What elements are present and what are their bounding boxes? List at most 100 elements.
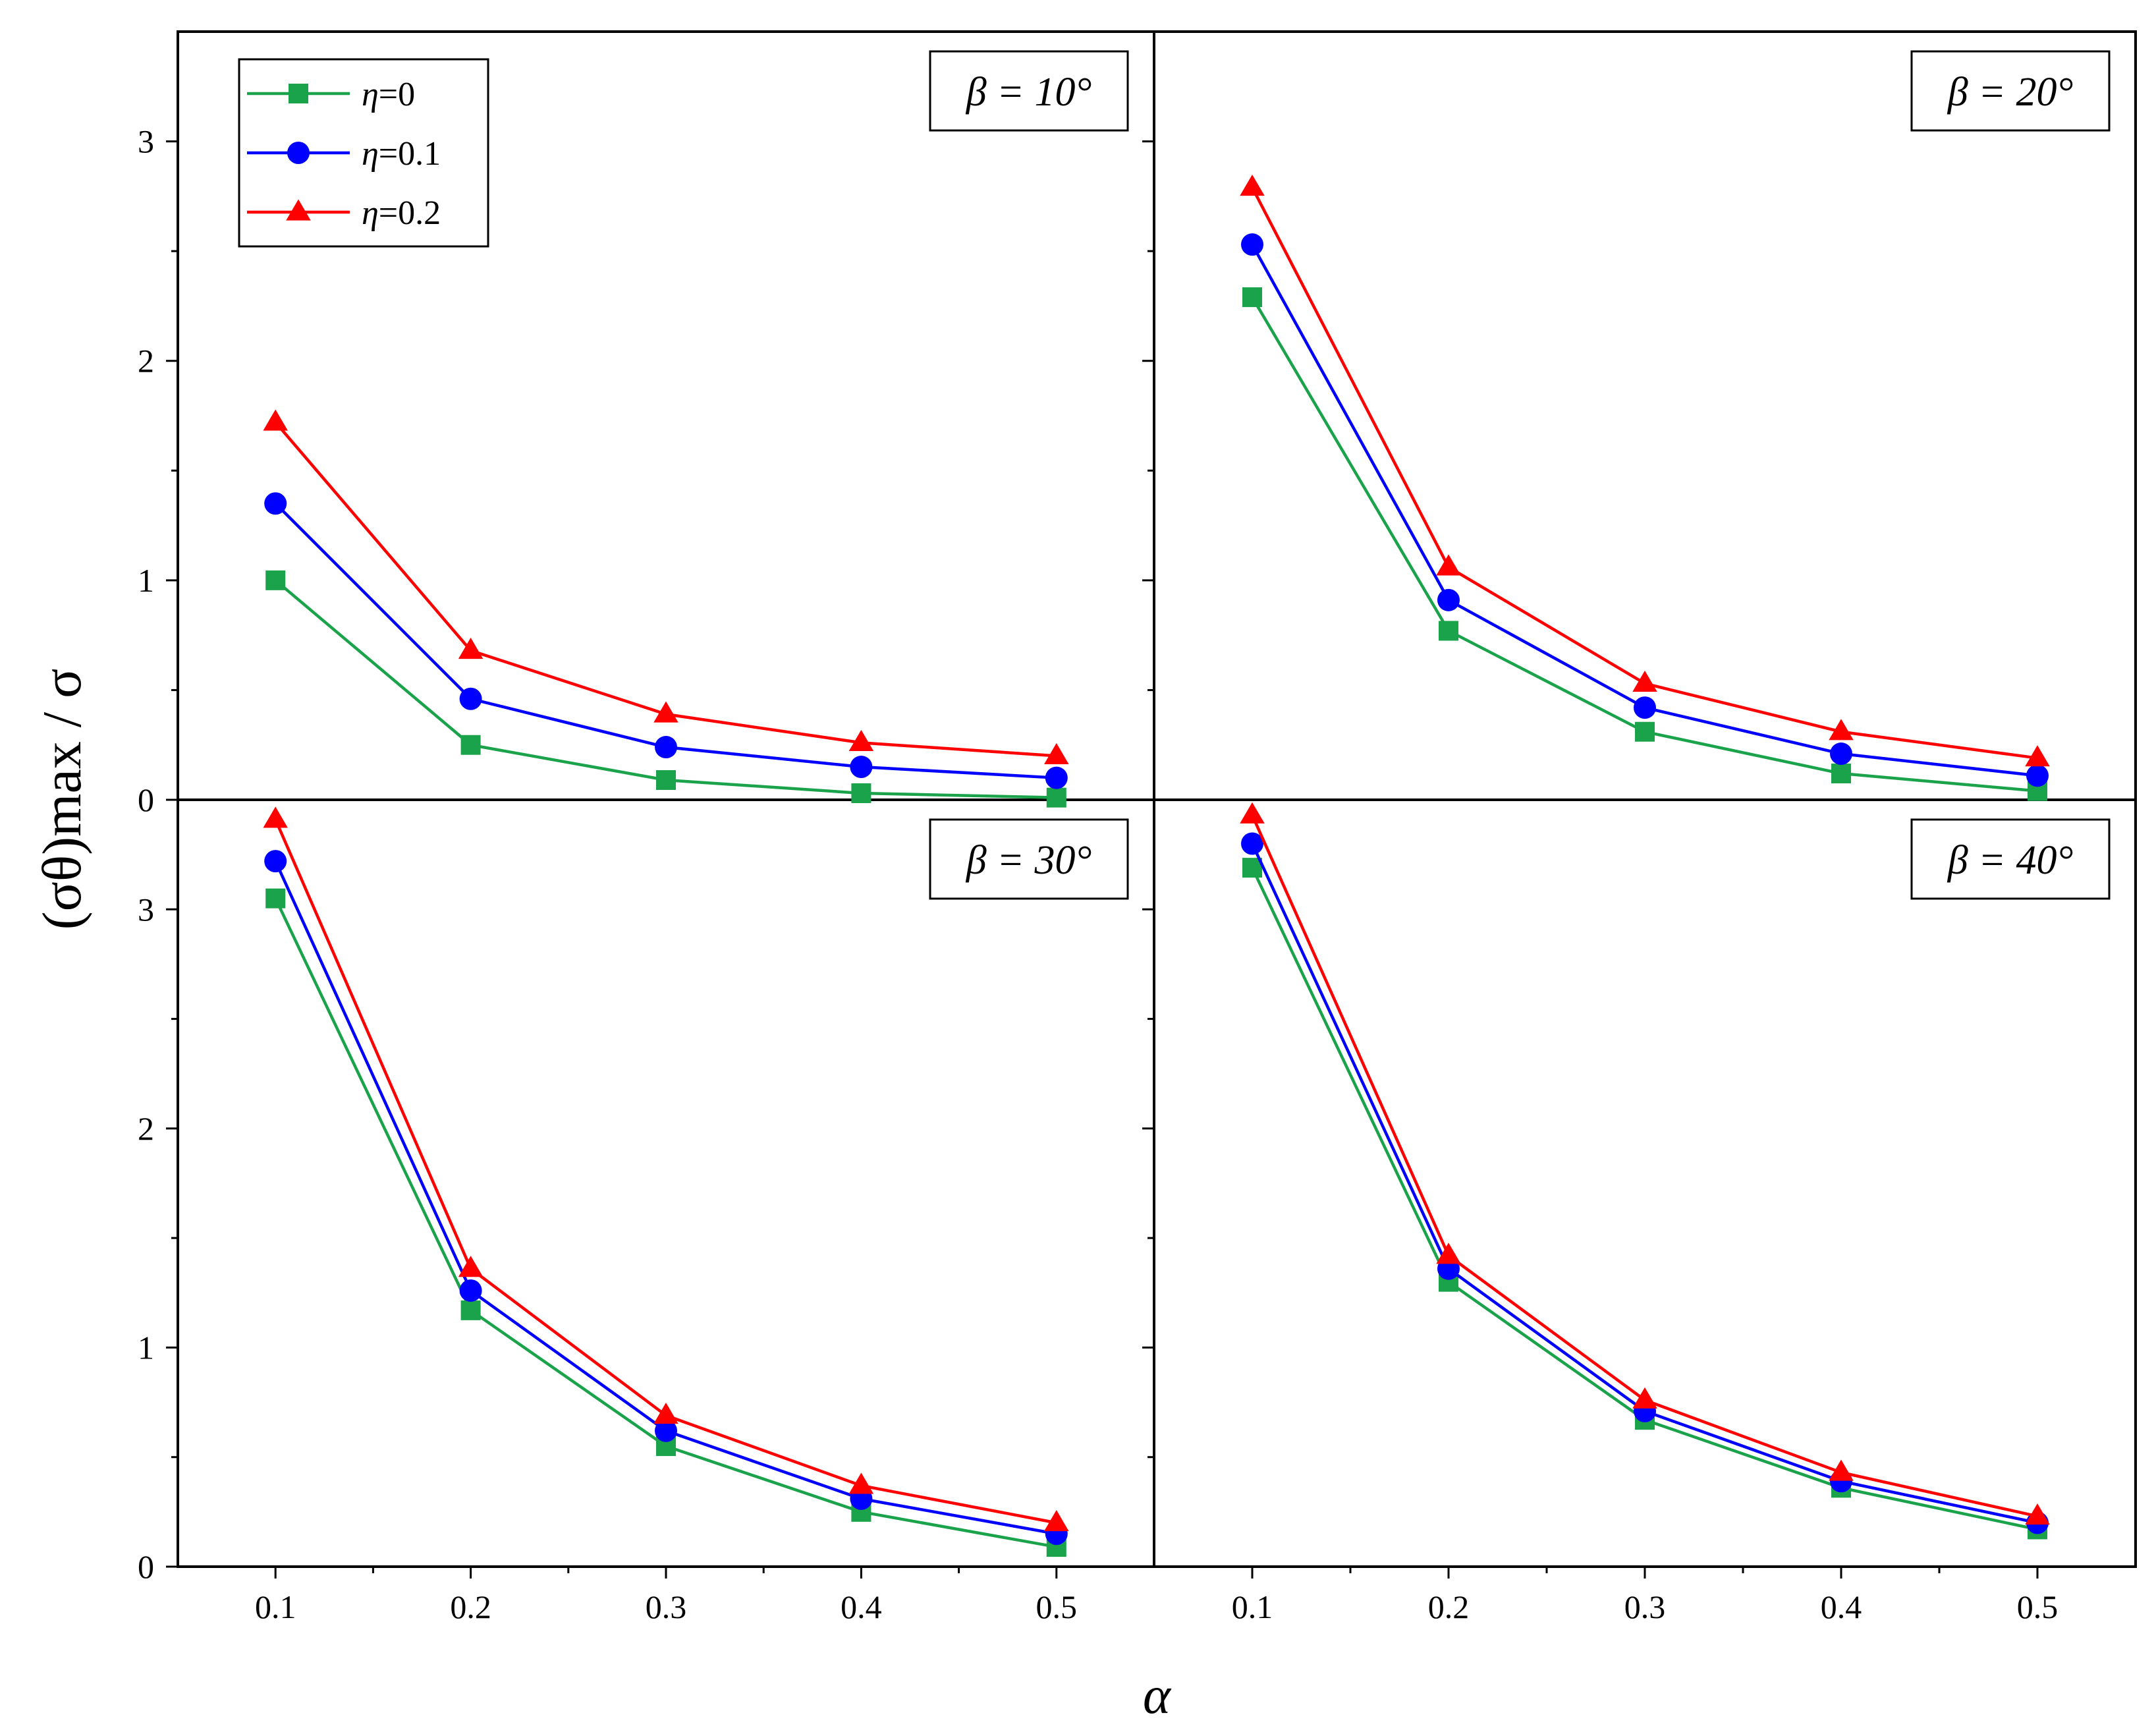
marker-circle [459,687,482,710]
legend-symbol: η [362,76,379,113]
x-tick-label: 0.2 [450,1588,491,1625]
marker-circle [264,492,287,515]
marker-circle [1241,832,1263,855]
marker-circle [1634,696,1656,719]
legend: η=0η=0.1η=0.2 [238,58,489,248]
marker-circle [1045,766,1068,789]
marker-triangle [263,409,288,431]
marker-triangle [848,1472,874,1494]
marker-triangle [1044,742,1069,764]
axis-labels: 0 1 2 3 0 1 2 3 0.1 0.2 0.3 0.4 0.5 0.1 0.2 0.3 0.4 0.5 α (… [32,50,2111,1725]
legend-label: η=0.1 [362,135,441,173]
marker-square [656,770,676,791]
x-axis-title: α [1143,1667,1172,1725]
x-tick-label: 0.3 [1624,1588,1666,1625]
marker-triangle [1829,719,1854,741]
marker-circle [1437,588,1460,611]
marker-triangle [458,637,484,659]
panel-label-box [1910,818,2111,900]
marker-triangle [2025,745,2050,767]
legend-symbol: η [362,135,379,173]
marker-circle [655,1419,677,1442]
panel-label: β = 20° [1947,70,2074,115]
plot-frame [177,30,2137,1568]
marker-triangle [1632,1387,1657,1409]
marker-circle [850,756,873,779]
y-tick-label: 1 [138,1329,154,1366]
x-tick-label: 0.5 [2017,1588,2059,1625]
marker-circle [1830,742,1852,766]
panel-label-box [1910,50,2111,132]
y-tick-label: 2 [138,343,154,379]
y-tick-label: 2 [138,1110,154,1147]
x-tick-label: 0.2 [1428,1588,1470,1625]
marker-circle [459,1279,482,1302]
marker-triangle [2025,1503,2050,1525]
marker-triangle [653,701,678,723]
legend-value: =0.2 [379,194,441,232]
y-tick-label: 0 [138,781,154,818]
marker-square [1439,621,1458,641]
marker-triangle [286,199,311,221]
chart-marks [263,175,2050,1557]
marker-square [460,735,481,755]
marker-triangle [1436,1243,1461,1264]
x-tick-label: 0.4 [841,1588,882,1625]
marker-triangle [848,729,874,751]
legend-entry: η=0.2 [247,194,441,232]
marker-triangle [1240,802,1265,824]
marker-triangle [653,1402,678,1424]
panel-4 [1240,802,2050,1540]
panel-label: β = 10° [966,70,1092,115]
marker-square [265,570,286,590]
panel-2 [1240,175,2050,801]
marker-square [1046,787,1066,808]
x-tick-label: 0.5 [1036,1588,1078,1625]
marker-square [1242,287,1262,308]
marker-circle [2026,764,2049,787]
marker-triangle [458,1256,484,1277]
marker-triangle [263,806,288,828]
x-tick-label: 0.3 [646,1588,687,1625]
legend-value: =0 [379,76,415,113]
marker-square [289,84,308,103]
panel-label: β = 30° [966,838,1092,883]
marker-triangle [1632,670,1657,692]
marker-triangle [1240,175,1265,196]
series-line [274,579,1057,799]
panel-3 [263,806,1069,1557]
series-line [1250,867,2038,1531]
x-tick-label: 0.1 [1232,1588,1273,1625]
marker-triangle [1829,1459,1854,1481]
x-tick-label: 0.4 [1821,1588,1862,1625]
marker-triangle [1436,554,1461,576]
marker-circle [264,850,287,873]
marker-square [1831,764,1851,784]
y-tick-label: 1 [138,562,154,599]
legend-entry: η=0.1 [247,135,441,173]
legend-label: η=0.2 [362,194,441,232]
legend-label: η=0 [362,76,415,113]
y-tick-label: 0 [138,1548,154,1585]
marker-triangle [1044,1509,1069,1532]
legend-symbol: η [362,194,379,232]
legend-value: =0.1 [379,135,441,173]
legend-entry: η=0 [247,76,415,113]
y-tick-label: 3 [138,891,154,928]
y-axis-title: (σθ)max / σ [32,669,93,930]
y-tick-label: 3 [138,123,154,160]
marker-circle [655,736,677,759]
x-tick-label: 0.1 [255,1588,296,1625]
marker-square [265,888,286,909]
panel-label: β = 40° [1947,838,2074,883]
marker-circle [287,142,310,164]
panel-label-box [929,50,1129,132]
marker-square [851,783,871,804]
panel-label-box [929,818,1129,900]
series-line [1251,244,2038,777]
panel-1 [263,409,1069,808]
marker-square [1635,721,1655,742]
axis-ticks [166,140,2039,1579]
marker-square [460,1300,481,1320]
